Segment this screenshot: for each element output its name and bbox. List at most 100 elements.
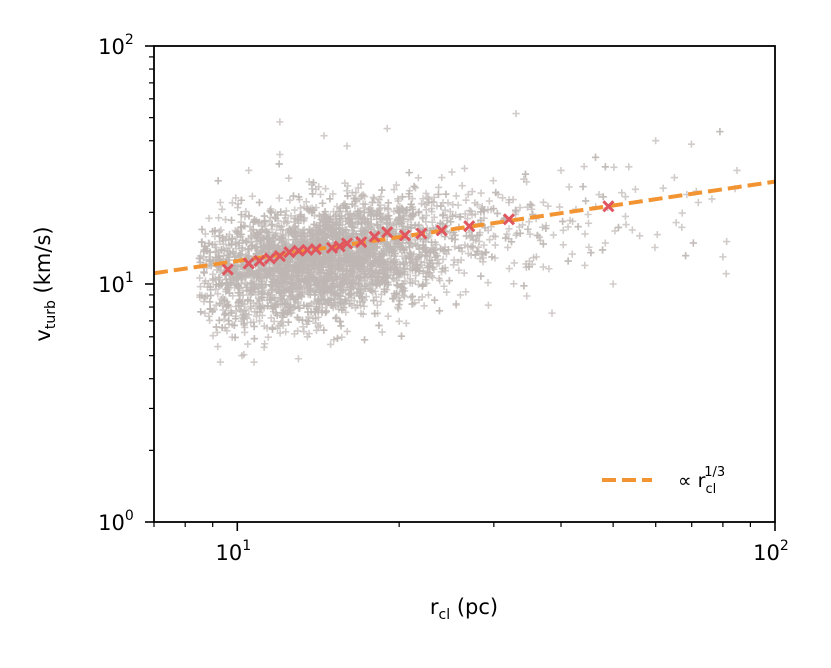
cloud-point-3516 — [408, 292, 417, 301]
cloud-point-952 — [503, 230, 511, 238]
cloud-point-2384 — [452, 211, 460, 219]
cloud-point-3208 — [383, 219, 391, 227]
cloud-point-3861 — [456, 291, 465, 299]
cloud-point-3787 — [235, 298, 243, 306]
cloud-point-948 — [214, 343, 222, 351]
cloud-point-3735 — [358, 220, 366, 228]
cloud-point-2942 — [314, 323, 322, 331]
cloud-point-3456 — [598, 246, 607, 254]
cloud-point-3758 — [293, 293, 301, 301]
cloud-point-3410 — [267, 208, 275, 217]
cloud-point-3404 — [334, 261, 343, 269]
cloud-point-2280 — [267, 314, 275, 322]
cloud-point-535 — [446, 207, 454, 216]
cloud-point-646 — [250, 358, 258, 366]
cloud-point-3603 — [225, 253, 233, 261]
cloud-point-3849 — [276, 150, 284, 159]
cloud-point-3149 — [268, 325, 277, 333]
cloud-point-3471 — [393, 216, 401, 224]
cloud-point-3505 — [257, 280, 265, 289]
cloud-point-2274 — [475, 237, 483, 246]
cloud-point-3554 — [285, 303, 293, 311]
cloud-point-3812 — [317, 294, 325, 303]
cloud-point-2135 — [329, 190, 337, 198]
cloud-point-3743 — [203, 247, 211, 255]
binned-point-12 — [355, 236, 368, 249]
cloud-point-3709 — [412, 264, 420, 272]
cloud-point-3657 — [329, 283, 337, 291]
cloud-point-3476 — [264, 290, 272, 298]
cloud-point-3835 — [425, 262, 433, 270]
cloud-point-3816 — [300, 233, 308, 241]
cloud-point-3590 — [399, 245, 408, 253]
x-tick-label-1: 102 — [753, 538, 789, 565]
cloud-point-3526 — [292, 276, 301, 285]
cloud-point-3852 — [303, 333, 311, 341]
cloud-point-2284 — [441, 206, 449, 214]
cloud-point-3850 — [285, 285, 294, 293]
cloud-point-2584 — [480, 241, 488, 249]
cloud-point-2294 — [242, 207, 250, 216]
cloud-point-3147 — [314, 257, 323, 265]
cloud-point-3227 — [225, 289, 234, 297]
cloud-point-2256 — [214, 214, 223, 222]
cloud-point-2746 — [350, 297, 358, 305]
cloud-point-3694 — [346, 219, 354, 228]
cloud-point-1892 — [241, 300, 249, 308]
cloud-point-731 — [525, 218, 533, 226]
cloud-point-3551 — [248, 279, 256, 287]
binned-point-5 — [283, 246, 296, 259]
cloud-point-3213 — [348, 270, 356, 278]
cloud-point-3631 — [268, 286, 276, 295]
cloud-point-231 — [462, 288, 470, 296]
cloud-point-2217 — [584, 210, 592, 219]
cloud-point-393 — [443, 288, 451, 296]
cloud-point-3718 — [320, 288, 328, 296]
cloud-point-3759 — [445, 277, 453, 285]
cloud-point-2914 — [235, 242, 243, 250]
cloud-point-2731 — [505, 264, 513, 273]
cloud-point-3250 — [232, 315, 240, 323]
cloud-point-3873 — [719, 253, 727, 261]
x-tick-label-0: 101 — [215, 538, 251, 565]
cloud-point-767 — [581, 230, 589, 238]
cloud-point-3076 — [376, 210, 384, 218]
cloud-point-992 — [480, 214, 488, 222]
cloud-point-2553 — [471, 210, 479, 218]
x-axis-label: rcl (pc) — [430, 595, 498, 623]
binned-point-0 — [221, 263, 234, 276]
cloud-point-3395 — [410, 182, 418, 191]
cloud-point-3856 — [357, 245, 365, 253]
cloud-point-3244 — [239, 311, 247, 319]
cloud-point-3103 — [478, 250, 486, 258]
cloud-point-3514 — [318, 229, 326, 238]
cloud-point-2155 — [528, 205, 536, 213]
cloud-point-213 — [343, 327, 351, 336]
cloud-point-3653 — [336, 286, 345, 294]
cloud-point-3755 — [276, 235, 284, 244]
cloud-point-3853 — [312, 185, 320, 193]
cloud-point-3234 — [200, 268, 208, 276]
cloud-point-3820 — [274, 211, 282, 219]
cloud-point-3422 — [360, 336, 369, 344]
cloud-point-3829 — [429, 263, 437, 272]
cloud-point-311 — [302, 198, 310, 206]
cloud-point-3809 — [255, 198, 264, 207]
cloud-point-430 — [455, 266, 463, 274]
cloud-point-3118 — [442, 190, 450, 198]
cloud-point-3785 — [539, 240, 547, 248]
cloud-point-3336 — [501, 234, 510, 242]
cloud-point-3262 — [405, 169, 413, 177]
cloud-point-552 — [378, 328, 386, 336]
cloud-point-333 — [504, 243, 512, 252]
cloud-point-3739 — [332, 221, 340, 229]
cloud-point-3786 — [349, 257, 357, 265]
cloud-point-127 — [559, 226, 567, 234]
cloud-point-3690 — [389, 246, 397, 255]
cloud-point-744 — [678, 209, 686, 217]
cloud-point-3547 — [249, 226, 257, 234]
cloud-point-3376 — [372, 280, 380, 289]
cloud-point-3866 — [557, 166, 565, 175]
cloud-point-2147 — [311, 314, 320, 323]
cloud-point-2677 — [621, 193, 630, 201]
